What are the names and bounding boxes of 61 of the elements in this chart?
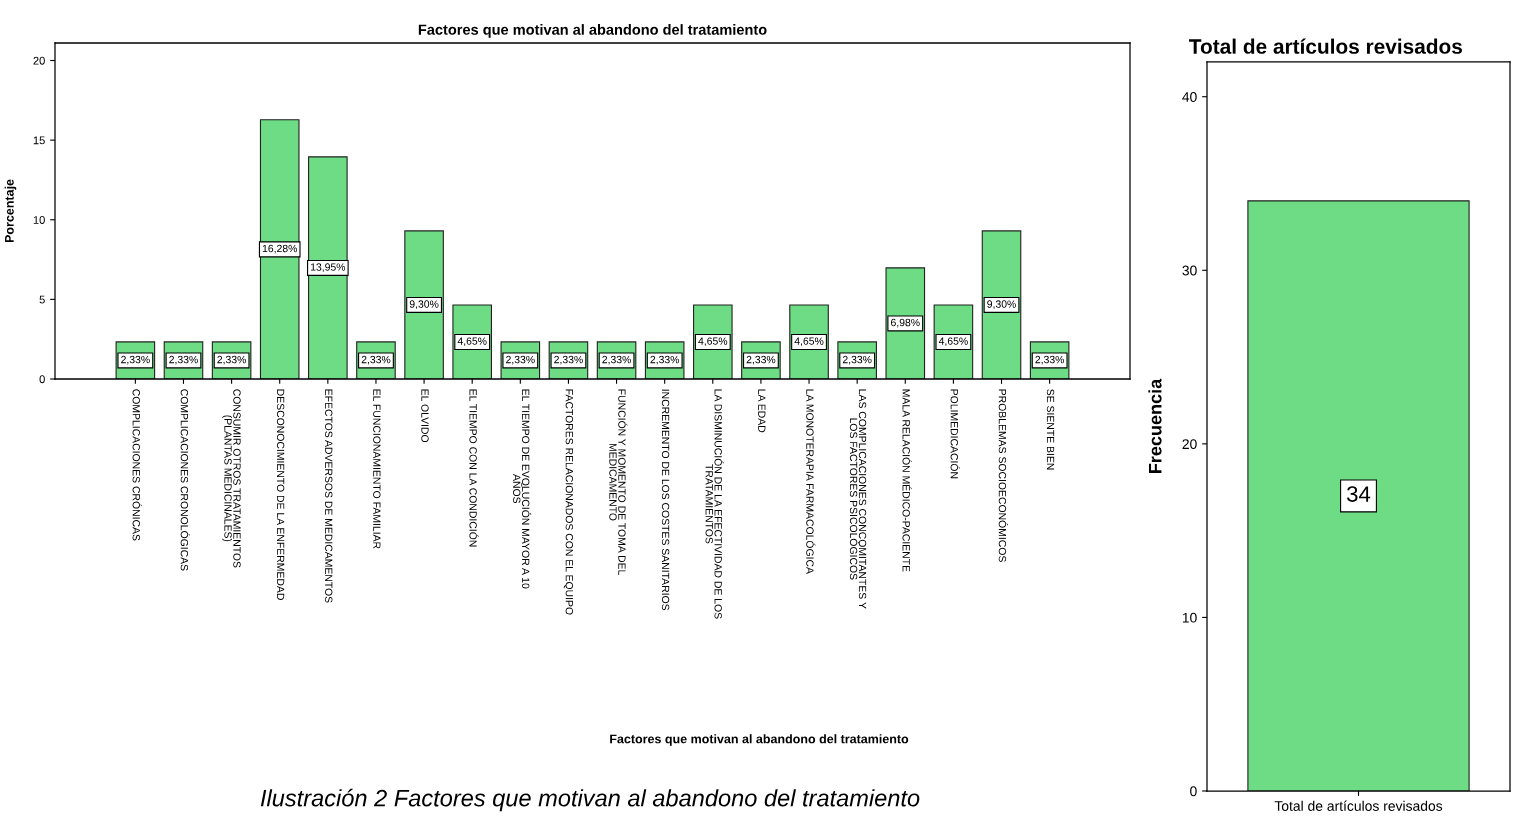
- x-tick-label: COMPLICACIONES CRÓNICAS: [132, 389, 142, 541]
- data-label: 13,95%: [310, 263, 346, 272]
- x-tick-label: EFECTOS ADVERSOS DE MEDICAMENTOS: [325, 389, 333, 603]
- bar: [981, 230, 1022, 379]
- x-tick-label: MALA RELACIÓN MÉDICO-PACIENTE: [902, 389, 912, 572]
- y-tick-label: 15: [33, 136, 45, 145]
- x-tick-label: INCREMENTO DE LOS COSTES SANITARIOS: [661, 389, 670, 611]
- data-label: 16,28%: [262, 244, 298, 254]
- data-label: 2,33%: [554, 355, 583, 365]
- data-label: 2,33%: [217, 355, 246, 365]
- y-tick-label: 20: [33, 56, 45, 65]
- y-axis-title: Frecuencia: [1148, 378, 1162, 473]
- x-tick-label: POLIMEDICACIÓN: [950, 389, 960, 479]
- x-tick-label: FACTORES RELACIONADOS CON EL EQUIPO: [563, 389, 574, 615]
- x-tick-label: EL TIEMPO CON LA CONDICIÓN: [469, 389, 479, 547]
- x-tick-label: SE SIENTE BIEN: [1046, 389, 1055, 470]
- data-label: 2,33%: [650, 355, 680, 365]
- text: Total de artículos revisados: [1274, 800, 1443, 811]
- x-tick-label: EL FUNCIONAMIENTO FAMILIAR: [373, 389, 381, 549]
- bar: [404, 230, 444, 379]
- x-axis-title: Factores que motivan al abandono del tratamiento: [610, 734, 909, 746]
- y-tick-label: 0: [1190, 786, 1197, 797]
- x-tick-label: FUNCIÓN Y MOMENTO DE TOMA DEL MEDICAMENTO: [609, 389, 628, 575]
- data-label: 34: [1346, 486, 1371, 502]
- data-label: 2,33%: [121, 355, 150, 365]
- data-label: 9,30%: [987, 300, 1016, 309]
- x-tick-label: DESCONOCIMIENTO DE LA ENFERMEDAD: [276, 389, 285, 600]
- y-axis-title: Porcentaje: [4, 179, 17, 243]
- y-tick-label: 20: [1182, 439, 1197, 450]
- x-tick-label: PROBLEMAS SOCIOECONÓMICOS: [998, 389, 1008, 562]
- y-tick-label: 5: [39, 295, 45, 304]
- x-tick-label: EL OLVIDO: [421, 389, 429, 443]
- y-tick-label: 30: [1182, 265, 1197, 276]
- bar: [259, 119, 300, 379]
- x-tick-label: EL TIEMPO DE EVOLUCIÓN MAYOR A 10 AÑOS: [513, 389, 532, 589]
- x-tick-label: LAS COMPLICACIONES CONCOMITANTES Y LOS FACTORES PSICOLÓGICOS: [849, 389, 867, 609]
- x-tick-label: LA DISMINUCIÓN DE LA EFECTIVIDAD DE LOS TRATAMIENTOS: [705, 389, 724, 619]
- text: Ilustración 2 Factores que motivan al abandono del tratamiento: [260, 788, 920, 812]
- x-tick-label: LA EDAD: [758, 389, 766, 433]
- data-label: 2,33%: [602, 355, 631, 365]
- y-tick-label: 10: [33, 216, 45, 224]
- data-label: 9,30%: [409, 300, 439, 309]
- data-label: 4,65%: [794, 337, 824, 346]
- data-label: 2,33%: [506, 355, 535, 365]
- x-tick-label: COMPLICACIONES CRONOLÓGICAS: [180, 389, 190, 571]
- data-label: 2,33%: [746, 355, 776, 365]
- x-tick-label: LA MONOTERAPIA FARMACOLÓGICA: [806, 389, 816, 574]
- data-label: 4,65%: [457, 337, 487, 346]
- x-tick-label: CONSUMIR OTROS TRATAMIENTOS (PLANTAS MEDICINALES): [222, 389, 241, 568]
- data-label: 2,33%: [1035, 355, 1065, 365]
- y-tick-label: 0: [39, 375, 45, 384]
- data-label: 2,33%: [169, 355, 198, 365]
- data-label: 4,65%: [938, 337, 968, 346]
- data-label: 4,65%: [698, 337, 728, 346]
- chart-title: Factores que motivan al abandono del tratamiento: [418, 24, 767, 38]
- bar: [308, 156, 348, 379]
- y-tick-label: 10: [1182, 612, 1197, 623]
- y-tick-label: 40: [1182, 92, 1197, 102]
- data-label: 6,98%: [891, 318, 920, 328]
- data-label: 2,33%: [361, 355, 391, 365]
- data-label: 2,33%: [842, 355, 872, 365]
